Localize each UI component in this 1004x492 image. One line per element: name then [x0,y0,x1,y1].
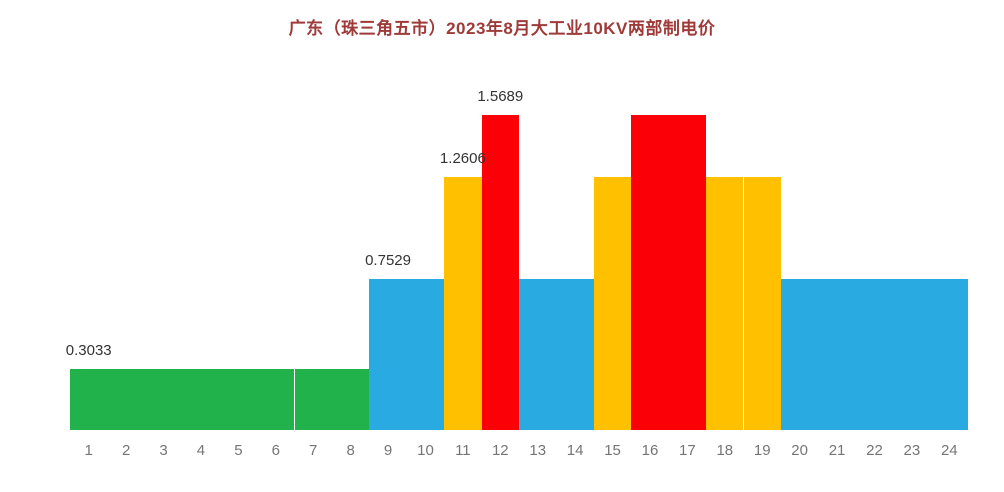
bar-hour-22 [855,279,894,430]
x-tick-3: 3 [159,442,168,459]
x-tick-7: 7 [309,442,318,459]
x-tick-13: 13 [529,442,547,459]
bar-hour-4 [182,369,220,430]
x-tick-4: 4 [196,442,206,459]
x-tick-22: 22 [866,442,883,459]
bar-hour-1 [70,369,108,430]
bar-hour-5 [219,369,258,430]
bar-hour-23 [893,279,931,430]
x-tick-17: 17 [679,442,696,459]
x-tick-11: 11 [455,442,471,459]
x-tick-1: 1 [84,442,93,459]
bar-hour-16 [631,115,669,430]
x-tick-6: 6 [271,442,280,459]
x-tick-10: 10 [417,442,434,459]
chart-title: 广东（珠三角五市）2023年8月大工业10KV两部制电价 [288,19,716,38]
x-tick-19: 19 [753,442,771,459]
bar-hour-11 [444,177,482,430]
x-tick-18: 18 [716,442,734,459]
bar-hour-9 [369,279,407,430]
x-tick-15: 15 [604,442,621,459]
x-tick-23: 23 [903,442,921,459]
x-tick-24: 24 [940,442,958,459]
value-label-hour-11: 1.2606 [439,150,486,167]
x-axis: 1 2 3 4 5 6 7 8 9 10 11 12 13 14 15 16 17 18 19 20 21 22 23 24 [70,442,968,462]
x-tick-9: 9 [383,442,393,459]
bar-hour-17 [668,115,707,430]
value-label-hour-1: 0.3033 [65,342,112,359]
x-tick-20: 20 [791,442,808,459]
value-label-hour-9: 0.7529 [365,252,411,269]
plot-area: 0.3033 0.7529 1.2606 1.5689 [66,88,968,430]
bar-hour-2 [107,369,145,430]
bar-hour-13 [519,279,557,430]
x-tick-21: 21 [828,442,846,459]
bar-hour-14 [556,279,594,430]
x-tick-5: 5 [234,442,243,459]
bar-hour-3 [144,369,183,430]
x-tick-8: 8 [346,442,355,459]
bar-hour-10 [406,279,445,430]
bar-hour-19 [743,177,781,430]
bar-hour-6 [257,369,295,430]
bar-hour-15 [593,177,632,430]
bar-hour-24 [930,279,968,430]
bar-hour-20 [780,279,819,430]
x-tick-14: 14 [566,442,584,459]
bar-hour-8 [331,369,370,430]
bar-hour-21 [818,279,856,430]
bar-hour-7 [294,369,332,430]
bar-hour-12 [481,115,519,430]
value-label-hour-12: 1.5689 [477,88,524,105]
x-tick-16: 16 [641,442,659,459]
x-tick-12: 12 [491,442,509,459]
x-tick-2: 2 [121,442,131,459]
bar-hour-18 [706,177,744,430]
